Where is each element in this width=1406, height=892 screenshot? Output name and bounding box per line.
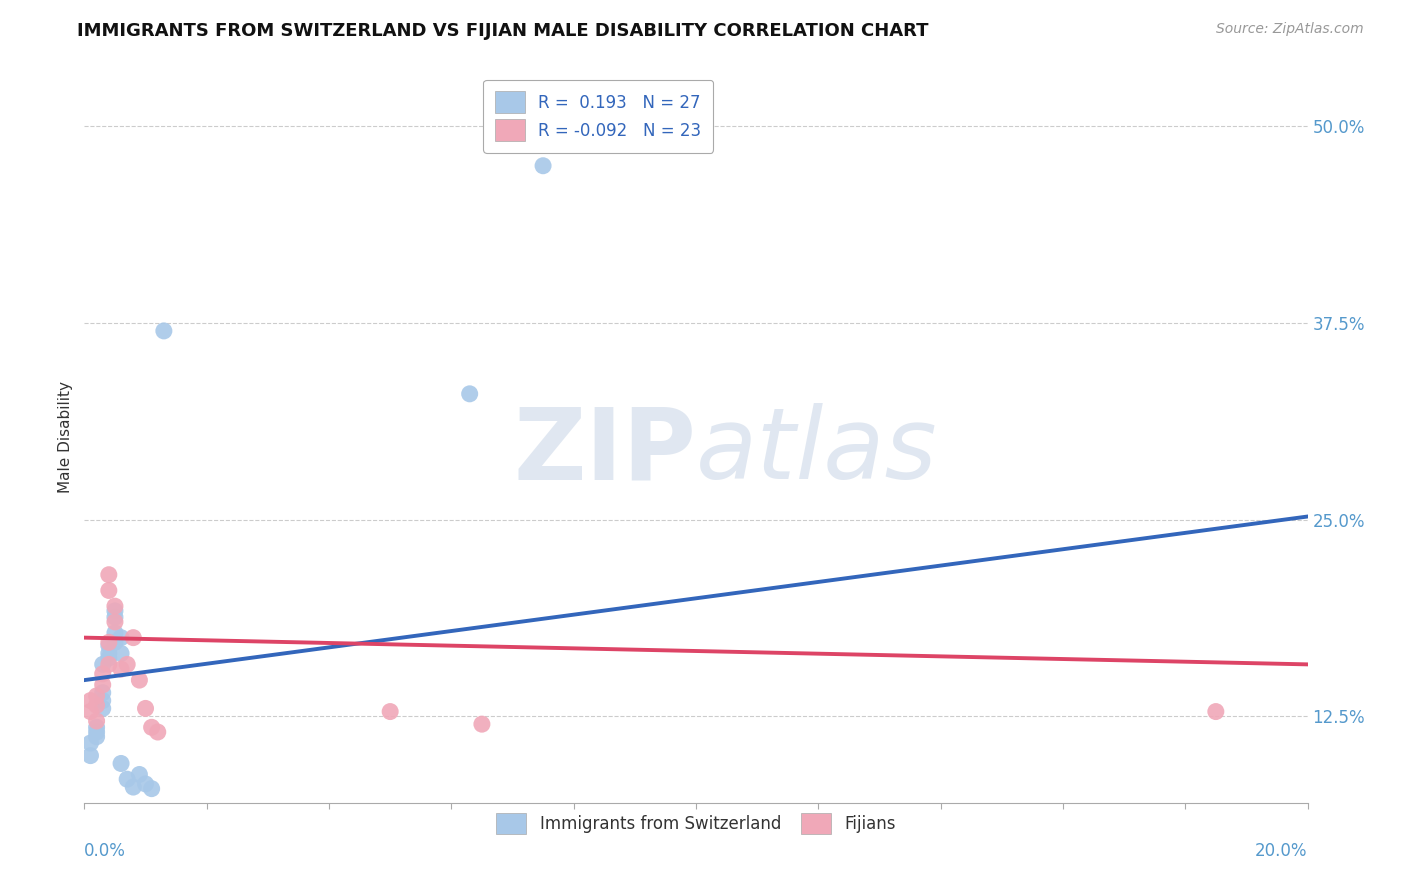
Point: [86, 714, 108, 728]
Point: [128, 673, 150, 687]
Point: [110, 631, 132, 645]
Point: [531, 159, 554, 173]
Point: [135, 701, 157, 715]
Point: [141, 720, 163, 734]
Point: [97, 635, 120, 649]
Point: [91, 678, 114, 692]
Point: [79, 693, 101, 707]
Point: [97, 646, 120, 660]
Point: [104, 615, 127, 629]
Point: [86, 698, 108, 713]
Point: [86, 730, 108, 744]
Point: [122, 631, 145, 645]
Point: [104, 635, 127, 649]
Point: [115, 772, 138, 787]
Point: [79, 705, 101, 719]
Point: [97, 657, 120, 672]
Text: ZIP: ZIP: [513, 403, 696, 500]
Text: 0.0%: 0.0%: [84, 842, 127, 860]
Point: [146, 725, 169, 739]
Text: 20.0%: 20.0%: [1256, 842, 1308, 860]
Point: [104, 610, 127, 624]
Point: [91, 686, 114, 700]
Point: [91, 666, 114, 681]
Point: [91, 657, 114, 672]
Point: [86, 720, 108, 734]
Point: [91, 693, 114, 707]
Text: atlas: atlas: [696, 403, 938, 500]
Point: [128, 767, 150, 781]
Point: [104, 604, 127, 618]
Point: [458, 387, 481, 401]
Y-axis label: Male Disability: Male Disability: [58, 381, 73, 493]
Point: [110, 756, 132, 771]
Legend: Immigrants from Switzerland, Fijians: Immigrants from Switzerland, Fijians: [485, 801, 907, 846]
Point: [110, 662, 132, 676]
Point: [104, 626, 127, 640]
Point: [471, 717, 494, 731]
Point: [104, 599, 127, 614]
Point: [141, 781, 163, 796]
Point: [97, 639, 120, 653]
Point: [135, 777, 157, 791]
Point: [122, 780, 145, 794]
Point: [86, 725, 108, 739]
Point: [97, 651, 120, 665]
Text: Source: ZipAtlas.com: Source: ZipAtlas.com: [1216, 22, 1364, 37]
Point: [153, 324, 176, 338]
Point: [79, 736, 101, 750]
Point: [79, 748, 101, 763]
Point: [110, 646, 132, 660]
Point: [380, 705, 402, 719]
Point: [91, 701, 114, 715]
Point: [97, 583, 120, 598]
Point: [97, 567, 120, 582]
Point: [115, 657, 138, 672]
Text: IMMIGRANTS FROM SWITZERLAND VS FIJIAN MALE DISABILITY CORRELATION CHART: IMMIGRANTS FROM SWITZERLAND VS FIJIAN MA…: [77, 22, 929, 40]
Point: [86, 689, 108, 703]
Point: [1205, 705, 1227, 719]
